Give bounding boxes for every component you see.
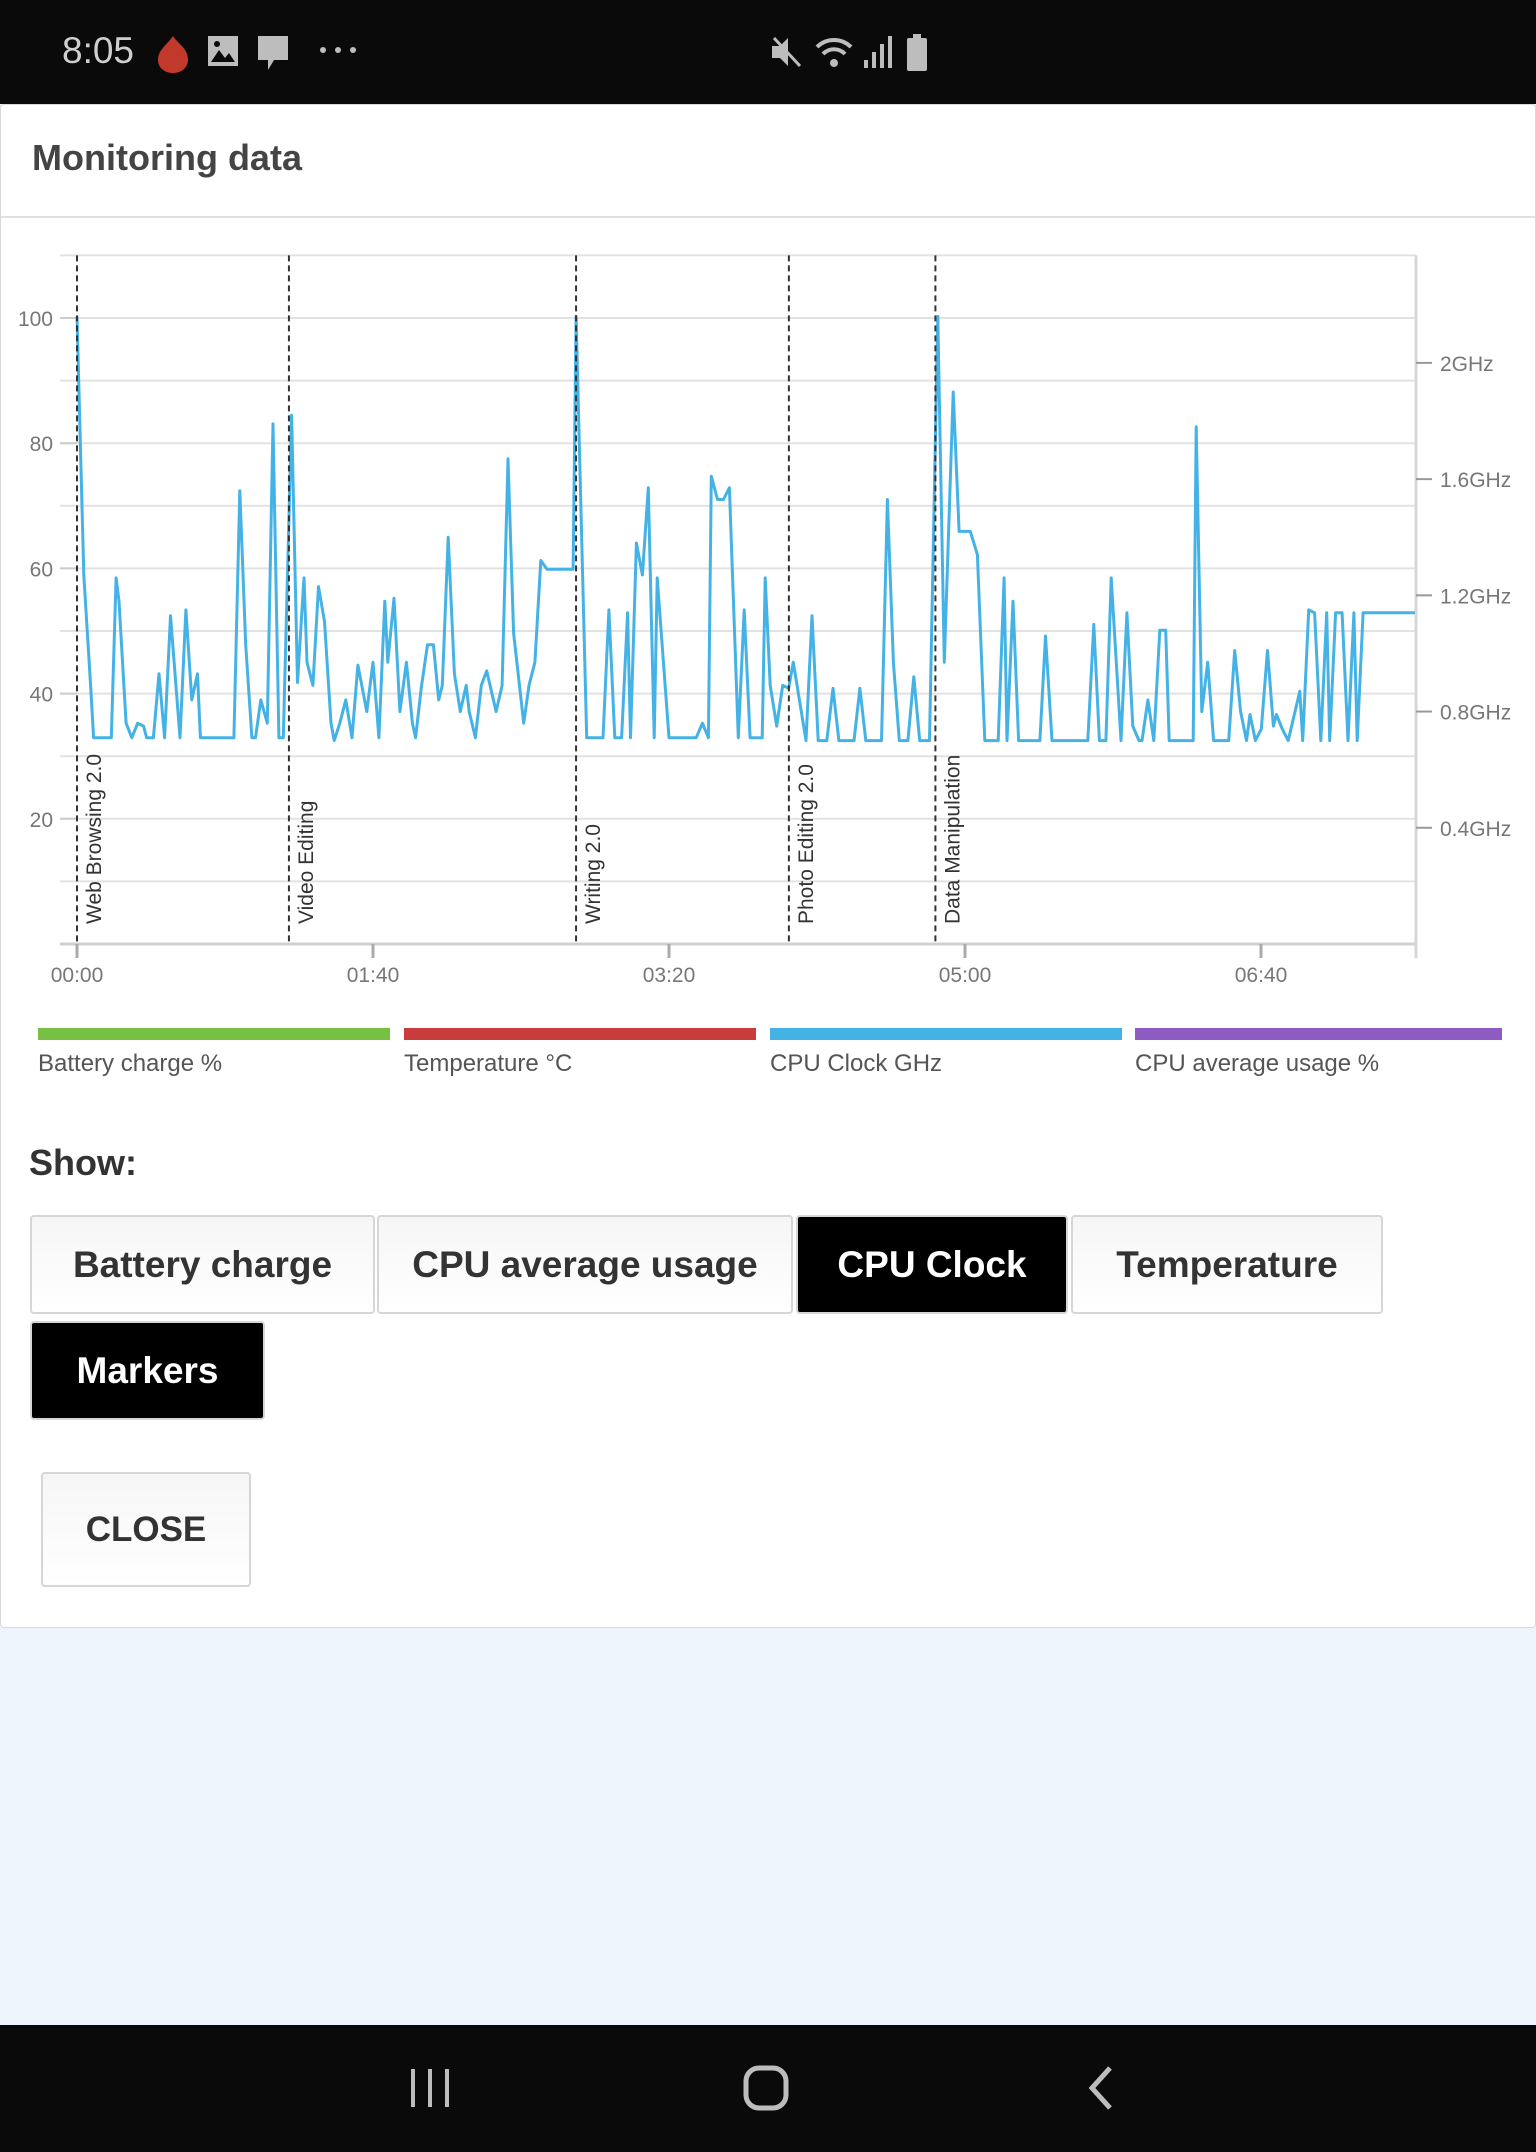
close-button[interactable]: CLOSE xyxy=(41,1472,251,1587)
right-tick-label: 1.2GHz xyxy=(1440,585,1511,608)
home-icon[interactable] xyxy=(742,2063,790,2113)
legend-swatch xyxy=(1135,1028,1502,1040)
recent-apps-icon[interactable] xyxy=(408,2063,452,2113)
legend-cpu-usage: CPU average usage % xyxy=(1135,1028,1502,1078)
left-tick-label: 100 xyxy=(18,308,53,331)
toggle-markers[interactable]: Markers xyxy=(30,1321,265,1420)
marker-label: Web Browsing 2.0 xyxy=(83,754,106,924)
app-flame-icon xyxy=(158,36,188,73)
right-tick-label: 1.6GHz xyxy=(1440,469,1511,492)
legend-label: Battery charge % xyxy=(38,1050,223,1077)
x-tick-label: 05:00 xyxy=(939,964,992,987)
dialog-title: Monitoring data xyxy=(32,137,302,178)
toggle-cpu-clock[interactable]: CPU Clock xyxy=(796,1215,1068,1314)
message-icon xyxy=(258,36,288,70)
cpu-clock-chart: 20 40 60 80 100 0.4GHz 0.8GHz 1.2GHz 1.6GHz 2GHz 0… xyxy=(18,254,1511,987)
more-dots-icon xyxy=(320,47,356,53)
toggle-battery-charge[interactable]: Battery charge xyxy=(30,1215,375,1314)
x-tick-label: 06:40 xyxy=(1235,964,1288,987)
legend-swatch xyxy=(38,1028,390,1040)
x-tick-label: 03:20 xyxy=(643,964,696,987)
marker-label: Writing 2.0 xyxy=(582,824,605,924)
cpu-clock-line xyxy=(75,314,1415,743)
right-tick-label: 0.8GHz xyxy=(1440,702,1511,725)
legend-swatch xyxy=(404,1028,756,1040)
show-label: Show: xyxy=(29,1142,137,1183)
signal-icon xyxy=(864,36,892,68)
header-divider xyxy=(1,216,1535,218)
right-tick-label: 0.4GHz xyxy=(1440,818,1511,841)
marker-label: Photo Editing 2.0 xyxy=(795,764,818,924)
back-icon[interactable] xyxy=(1086,2063,1118,2113)
right-tick-label: 2GHz xyxy=(1440,353,1494,376)
navigation-bar xyxy=(0,2025,1536,2152)
marker-label: Video Editing xyxy=(295,801,318,924)
legend-swatch xyxy=(770,1028,1122,1040)
x-tick-label: 01:40 xyxy=(347,964,400,987)
monitoring-dialog: Monitoring data xyxy=(0,104,1536,1628)
legend-battery: Battery charge % xyxy=(38,1028,390,1078)
legend-label: Temperature °C xyxy=(404,1050,573,1077)
left-tick-label: 40 xyxy=(30,684,53,707)
toggle-temperature[interactable]: Temperature xyxy=(1071,1215,1383,1314)
mute-vibrate-icon xyxy=(772,36,802,68)
toggle-cpu-average-usage[interactable]: CPU average usage xyxy=(377,1215,793,1314)
legend-label: CPU Clock GHz xyxy=(770,1050,943,1077)
legend-cpu-clock: CPU Clock GHz xyxy=(770,1028,1122,1078)
left-tick-label: 20 xyxy=(30,809,53,832)
status-bar: 8:05 xyxy=(0,0,1536,104)
x-tick-label: 00:00 xyxy=(51,964,104,987)
legend-temperature: Temperature °C xyxy=(404,1028,756,1078)
status-time: 8:05 xyxy=(62,30,135,71)
marker-label: Data Manipulation xyxy=(941,755,964,924)
left-tick-label: 80 xyxy=(30,433,53,456)
image-icon xyxy=(208,36,238,66)
wifi-icon xyxy=(815,37,853,67)
left-tick-label: 60 xyxy=(30,558,53,581)
legend-label: CPU average usage % xyxy=(1135,1050,1380,1077)
battery-icon xyxy=(907,34,927,71)
